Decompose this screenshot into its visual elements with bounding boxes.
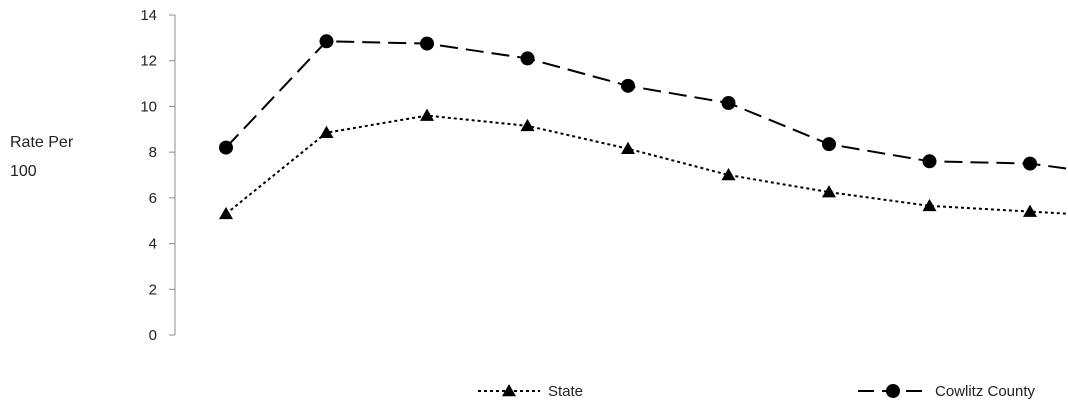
y-axis-label-line-1: Rate Per	[10, 134, 74, 151]
y-tick-label: 4	[149, 236, 157, 253]
data-point	[822, 185, 836, 198]
series-cowlitz-county	[219, 34, 1068, 171]
legend-label: Cowlitz County	[935, 383, 1036, 400]
legend-item: Cowlitz County	[858, 383, 1036, 400]
data-point	[922, 198, 937, 212]
y-axis-label-line-2: 100	[10, 163, 37, 180]
y-tick-label: 2	[149, 281, 157, 298]
data-point	[520, 118, 535, 132]
data-point	[420, 108, 434, 121]
y-tick-label: 10	[140, 98, 157, 115]
data-point	[219, 140, 233, 155]
series-layer	[219, 34, 1068, 220]
legend-label: State	[548, 383, 583, 400]
y-tick-label: 14	[140, 7, 157, 24]
legend-marker	[886, 384, 900, 398]
data-point	[621, 141, 635, 154]
y-tick-label: 0	[149, 327, 157, 344]
y-axis-label: Rate Per 100	[10, 128, 73, 186]
data-point	[319, 125, 334, 138]
data-point	[520, 51, 535, 66]
data-point	[420, 36, 434, 51]
legend-item: State	[478, 383, 583, 400]
data-point	[219, 206, 233, 220]
data-point	[721, 168, 736, 181]
series-state	[219, 108, 1068, 220]
y-axis: 0 2 4 6 8 10 12 14	[140, 7, 176, 344]
y-tick-label: 12	[140, 53, 157, 70]
series-line	[225, 114, 1068, 215]
y-tick-label: 8	[149, 144, 157, 161]
data-point	[621, 78, 635, 93]
data-point	[922, 154, 937, 169]
y-tick-label: 6	[149, 190, 157, 207]
data-point	[721, 96, 736, 110]
data-point	[319, 34, 334, 49]
data-point	[1023, 204, 1037, 217]
legend: State Cowlitz County	[478, 383, 1036, 400]
data-point	[822, 137, 836, 152]
legend-marker	[502, 384, 516, 397]
data-point	[1023, 156, 1037, 171]
series-line	[225, 40, 1068, 170]
